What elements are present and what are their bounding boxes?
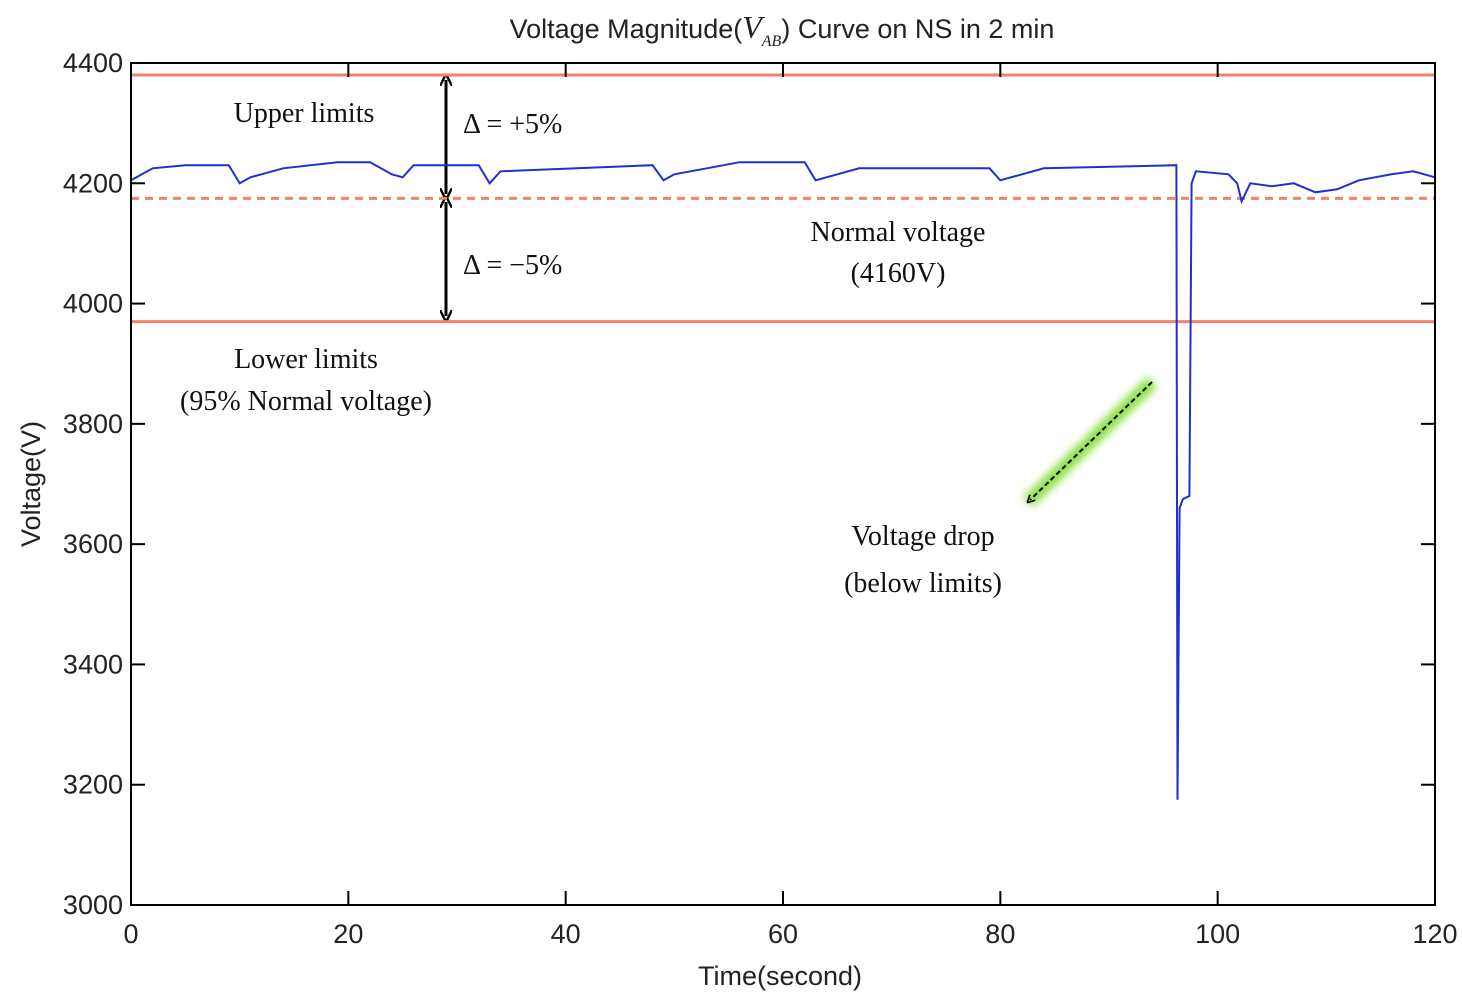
- y-tick-label: 3600: [63, 529, 123, 559]
- y-axis-label: Voltage(V): [16, 421, 46, 547]
- y-tick-label: 4400: [63, 48, 123, 78]
- annotation: (95% Normal voltage): [180, 386, 432, 417]
- data-line: [130, 161, 1436, 800]
- title-text: ) Curve on NS in 2 min: [781, 14, 1054, 44]
- title-symbol: V: [742, 9, 765, 45]
- annotation: (below limits): [844, 568, 1002, 599]
- annotation: Voltage drop: [851, 521, 994, 552]
- annotation: Upper limits: [234, 98, 375, 129]
- annotation: Δ = −5%: [463, 250, 562, 281]
- x-tick-label: 20: [333, 919, 363, 949]
- x-tick-label: 100: [1195, 919, 1240, 949]
- x-tick-label: 80: [985, 919, 1015, 949]
- y-tick-label: 4200: [63, 168, 123, 198]
- x-axis-label: Time(second): [698, 961, 862, 991]
- annotation: Lower limits: [234, 344, 378, 375]
- y-tick-label: 3200: [63, 770, 123, 800]
- chart-title: Voltage Magnitude(VAB) Curve on NS in 2 …: [510, 9, 1055, 50]
- x-tick-label: 120: [1412, 919, 1457, 949]
- title-subscript: AB: [761, 33, 782, 50]
- drop-arrow: [1030, 381, 1153, 500]
- annotation: Normal voltage: [811, 217, 986, 248]
- x-tick-label: 0: [123, 919, 138, 949]
- annotation: Δ = +5%: [463, 109, 562, 140]
- x-tick-label: 60: [768, 919, 798, 949]
- x-tick-label: 40: [551, 919, 581, 949]
- y-tick-label: 3000: [63, 890, 123, 920]
- y-tick-label: 3400: [63, 649, 123, 679]
- title-text: Voltage Magnitude(: [510, 14, 743, 44]
- y-tick-label: 4000: [63, 289, 123, 319]
- y-tick-label: 3800: [63, 409, 123, 439]
- annotation: (4160V): [851, 258, 946, 289]
